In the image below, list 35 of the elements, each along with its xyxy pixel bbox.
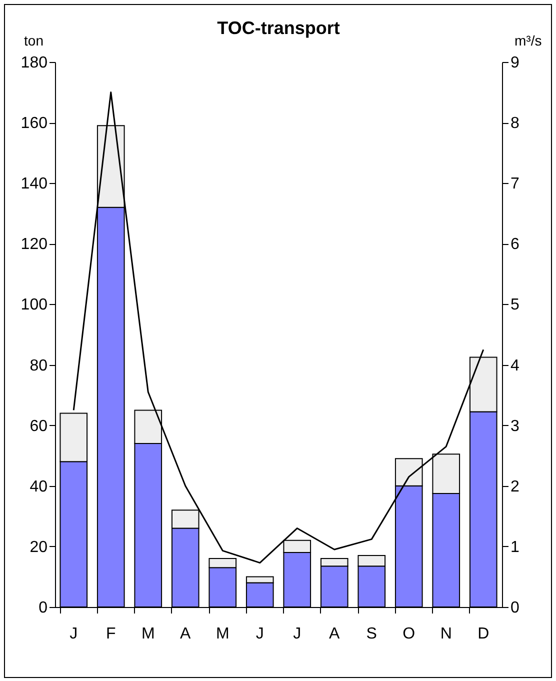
x-tick-label: M xyxy=(141,626,155,642)
chart-title: TOC-transport xyxy=(217,18,340,38)
y-axis-title: ton xyxy=(24,32,44,48)
x-tick-label: J xyxy=(256,626,264,642)
y2-axis-title: m³/s xyxy=(514,32,542,48)
y-tick-label: 160 xyxy=(20,115,48,132)
x-tick-label: D xyxy=(478,626,490,642)
x-tick-label: S xyxy=(366,626,377,642)
y-tick-label: 120 xyxy=(20,236,48,254)
y2-tick-label: 7 xyxy=(510,176,520,193)
y-tick-label: 100 xyxy=(20,296,48,314)
x-tick-label: J xyxy=(70,626,78,642)
y2-tick-label: 8 xyxy=(510,115,520,132)
x-tick-label: A xyxy=(329,626,340,642)
y2-tick-label: 4 xyxy=(510,357,520,374)
x-tick-label: N xyxy=(440,626,452,642)
y-tick-label: 40 xyxy=(30,478,48,496)
y2-tick-label: 1 xyxy=(510,538,520,556)
x-tick-label: J xyxy=(293,626,302,642)
y-tick-label: 140 xyxy=(20,176,48,193)
y-tick-label: 60 xyxy=(30,418,48,435)
y2-tick-label: 0 xyxy=(510,600,520,616)
x-tick-label: F xyxy=(106,626,116,642)
y2-tick-label: 3 xyxy=(510,418,520,435)
y-tick-label: 80 xyxy=(30,357,48,374)
y2-tick-label: 2 xyxy=(510,478,520,496)
x-tick-label: M xyxy=(216,626,230,642)
x-tick-label: A xyxy=(180,626,192,642)
y2-tick-label: 5 xyxy=(510,296,520,314)
y-tick-label: 180 xyxy=(20,54,48,72)
y-tick-label: 20 xyxy=(30,538,48,556)
y2-tick-label: 9 xyxy=(510,54,520,72)
x-tick-label: O xyxy=(402,626,416,642)
y2-tick-label: 6 xyxy=(510,236,520,254)
y-tick-label: 0 xyxy=(38,600,48,616)
